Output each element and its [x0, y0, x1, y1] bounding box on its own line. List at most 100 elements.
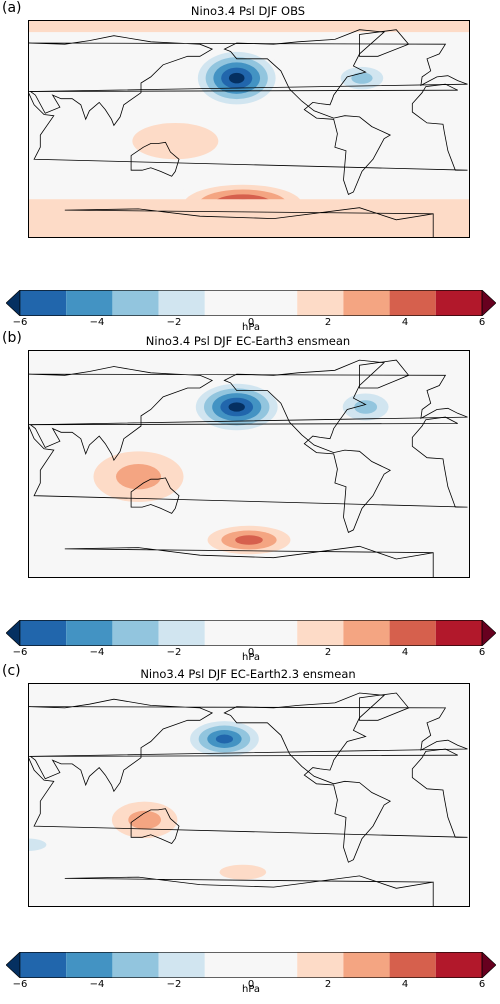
colorbar-tick-label: 0	[247, 647, 255, 658]
anomaly-contour	[228, 72, 245, 84]
anomaly-contour	[28, 413, 90, 452]
panel-b: (b) Nino3.4 Psl DJF EC-Earth3 ensmean −6…	[0, 330, 500, 670]
panel-title: Nino3.4 Psl DJF EC-Earth2.3 ensmean	[140, 667, 356, 681]
anomaly-contour	[128, 810, 162, 830]
coastline	[28, 35, 468, 127]
colorbar: −6 −4 −2 0 2 4 6 hPa	[6, 952, 496, 998]
colorbar-segment	[20, 952, 67, 978]
colorbar-tick-label: −2	[166, 647, 182, 658]
colorbar-segment	[389, 952, 436, 978]
panel-a: (a) Nino3.4 Psl DJF OBS −6 −4 −2 0 2 4 6 hPa	[0, 0, 500, 340]
colorbar-segment	[389, 290, 436, 316]
colorbar-extend-low	[6, 290, 21, 316]
colorbar-extend-high	[481, 952, 496, 978]
colorbar-segment	[158, 952, 205, 978]
colorbar-segment	[251, 290, 298, 316]
coastline	[28, 366, 468, 462]
anomaly-contour	[115, 464, 162, 490]
colorbar-tick-label: 2	[324, 979, 332, 990]
colorbar-tick-label: −4	[89, 647, 105, 658]
coastline	[359, 692, 410, 721]
anomaly-contour	[28, 838, 47, 851]
anomaly-band	[28, 20, 470, 33]
anomaly-contour	[132, 122, 219, 160]
colorbar-segment	[20, 620, 67, 646]
colorbar-segment	[251, 620, 298, 646]
panel-title: Nino3.4 Psl DJF OBS	[190, 4, 306, 18]
colorbar-segment	[204, 620, 251, 646]
colorbar-tick-label: −4	[89, 979, 105, 990]
coastline	[130, 808, 180, 844]
anomaly-contour	[219, 864, 267, 880]
coastline	[130, 477, 180, 514]
colorbar-frame	[19, 620, 483, 646]
map	[28, 350, 470, 578]
colorbar-tick-label: 6	[478, 979, 486, 990]
colorbar-tick-label: −6	[12, 979, 28, 990]
coastline	[64, 545, 434, 578]
colorbar-tick-label: 4	[401, 647, 409, 658]
colorbar-segment	[66, 620, 113, 646]
anomaly-contour	[273, 457, 372, 496]
colorbar-segment	[251, 952, 298, 978]
colorbar: −6 −4 −2 0 2 4 6 hPa	[6, 290, 496, 336]
anomaly-contour	[235, 535, 263, 545]
coastline	[64, 875, 434, 907]
colorbar-segment	[389, 620, 436, 646]
map	[28, 20, 470, 238]
panel-label: (b)	[2, 330, 22, 346]
colorbar-bar	[6, 290, 496, 316]
colorbar-frame	[19, 952, 483, 978]
colorbar-segment	[204, 952, 251, 978]
colorbar-segment	[297, 952, 344, 978]
colorbar-extend-low	[6, 952, 21, 978]
anomaly-contour	[212, 101, 360, 145]
colorbar-segment	[435, 952, 482, 978]
coastline	[28, 698, 468, 793]
colorbar-segment	[158, 290, 205, 316]
colorbar-segment	[297, 290, 344, 316]
colorbar-frame	[19, 290, 483, 316]
colorbar-segment	[343, 620, 390, 646]
map-frame	[28, 20, 470, 238]
colorbar-bar	[6, 952, 496, 978]
colorbar-segment	[66, 290, 113, 316]
coastline	[130, 141, 180, 177]
colorbar-tick-label: 0	[247, 317, 255, 328]
colorbar-segment	[435, 620, 482, 646]
colorbar-extend-high	[481, 620, 496, 646]
colorbar-tick-label: −6	[12, 647, 28, 658]
map	[28, 683, 470, 907]
coastline	[28, 748, 468, 838]
colorbar-extend-high	[481, 290, 496, 316]
colorbar-extend-low	[6, 620, 21, 646]
colorbar-unit: hPa	[241, 322, 261, 333]
coastline	[223, 29, 392, 195]
colorbar-tick-label: 2	[324, 317, 332, 328]
colorbar-tick-label: −2	[166, 317, 182, 328]
map-frame	[28, 350, 470, 578]
anomaly-contour	[228, 402, 245, 412]
colorbar-tick-label: 4	[401, 979, 409, 990]
map-frame	[28, 683, 470, 907]
colorbar-tick-label: −4	[89, 317, 105, 328]
colorbar-segment	[343, 952, 390, 978]
colorbar-segment	[158, 620, 205, 646]
panel-label: (c)	[2, 663, 21, 679]
colorbar-segment	[435, 290, 482, 316]
panel-label: (a)	[2, 0, 22, 16]
colorbar-tick-label: 6	[478, 647, 486, 658]
colorbar-segment	[66, 952, 113, 978]
coastline	[359, 359, 410, 389]
colorbar-bar	[6, 620, 496, 646]
colorbar-segment	[204, 290, 251, 316]
colorbar-tick-label: 6	[478, 317, 486, 328]
coastline	[359, 29, 410, 57]
colorbar-tick-label: −6	[12, 317, 28, 328]
colorbar-tick-label: −2	[166, 979, 182, 990]
colorbar-segment	[112, 290, 159, 316]
colorbar-segment	[297, 620, 344, 646]
coastline	[223, 359, 392, 533]
colorbar-segment	[20, 290, 67, 316]
anomaly-contour	[215, 734, 234, 744]
